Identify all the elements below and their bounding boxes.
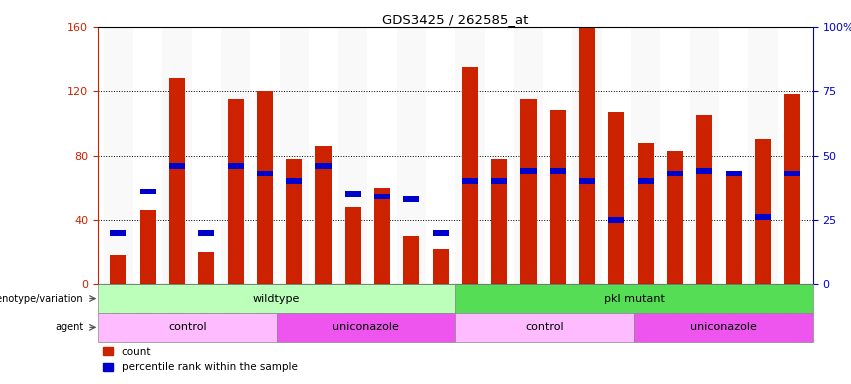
Bar — [778, 27, 807, 284]
Bar — [374, 188, 390, 284]
Text: control: control — [525, 322, 564, 333]
Bar — [403, 236, 420, 284]
Bar — [257, 171, 273, 176]
Bar — [374, 194, 390, 200]
Bar — [608, 217, 625, 223]
Bar — [521, 168, 537, 174]
Bar — [227, 99, 243, 284]
Bar — [514, 27, 543, 284]
Bar — [543, 27, 573, 284]
Bar — [696, 115, 712, 284]
Bar — [250, 27, 279, 284]
Bar — [286, 159, 302, 284]
Bar — [257, 91, 273, 284]
Bar — [432, 230, 448, 235]
Title: GDS3425 / 262585_at: GDS3425 / 262585_at — [382, 13, 528, 26]
Bar — [104, 27, 133, 284]
Bar — [689, 27, 719, 284]
Bar — [550, 168, 566, 174]
Bar — [227, 163, 243, 169]
Bar — [462, 67, 478, 284]
Text: genotype/variation: genotype/variation — [0, 293, 83, 304]
Bar — [168, 163, 185, 169]
Bar — [608, 112, 625, 284]
Bar — [163, 27, 191, 284]
Text: wildtype: wildtype — [253, 293, 300, 304]
Bar — [338, 27, 368, 284]
Bar — [455, 313, 634, 342]
Bar — [491, 159, 507, 284]
Bar — [455, 27, 484, 284]
Bar — [573, 27, 602, 284]
Bar — [397, 27, 426, 284]
Bar — [696, 168, 712, 174]
Bar — [286, 179, 302, 184]
Bar — [140, 210, 156, 284]
Bar — [550, 111, 566, 284]
Bar — [579, 27, 595, 284]
Bar — [316, 146, 332, 284]
Bar — [316, 163, 332, 169]
Bar — [602, 27, 631, 284]
Bar — [631, 27, 660, 284]
Bar — [98, 313, 277, 342]
Bar — [345, 207, 361, 284]
Bar — [755, 139, 771, 284]
Bar — [140, 189, 156, 194]
Bar — [784, 94, 800, 284]
Bar — [637, 179, 654, 184]
Bar — [426, 27, 455, 284]
Bar — [345, 191, 361, 197]
Bar — [726, 171, 742, 176]
Bar — [634, 313, 813, 342]
Text: pkl mutant: pkl mutant — [603, 293, 665, 304]
Text: uniconazole: uniconazole — [333, 322, 399, 333]
Bar — [403, 197, 420, 202]
Bar — [726, 176, 742, 284]
Bar — [111, 255, 127, 284]
Bar — [455, 284, 813, 313]
Bar — [784, 171, 800, 176]
Bar — [521, 99, 537, 284]
Bar — [484, 27, 514, 284]
Bar — [133, 27, 163, 284]
Bar — [168, 78, 185, 284]
Bar — [462, 179, 478, 184]
Bar — [491, 179, 507, 184]
Bar — [309, 27, 338, 284]
Bar — [198, 230, 214, 235]
Bar — [748, 27, 778, 284]
Bar — [198, 252, 214, 284]
Bar — [279, 27, 309, 284]
Legend: count, percentile rank within the sample: count, percentile rank within the sample — [103, 347, 298, 372]
Text: control: control — [168, 322, 207, 333]
Bar — [755, 214, 771, 220]
Bar — [98, 284, 455, 313]
Text: uniconazole: uniconazole — [690, 322, 757, 333]
Bar — [667, 151, 683, 284]
Bar — [368, 27, 397, 284]
Bar — [660, 27, 689, 284]
Bar — [637, 143, 654, 284]
Bar — [277, 313, 455, 342]
Bar — [432, 249, 448, 284]
Bar — [719, 27, 748, 284]
Bar — [579, 179, 595, 184]
Bar — [111, 230, 127, 235]
Bar — [667, 171, 683, 176]
Text: agent: agent — [55, 322, 83, 333]
Bar — [191, 27, 221, 284]
Bar — [221, 27, 250, 284]
